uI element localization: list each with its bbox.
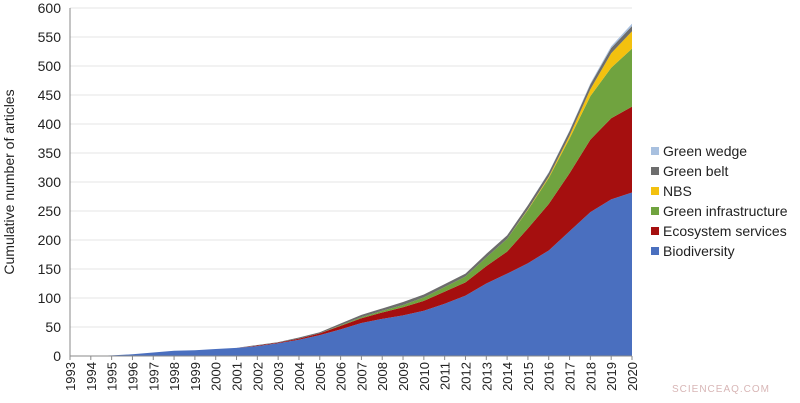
legend-label-green-belt: Green belt xyxy=(663,163,728,179)
x-tick-label: 1994 xyxy=(84,362,99,391)
x-tick-label: 2011 xyxy=(438,362,453,390)
x-tick-label: 2017 xyxy=(563,362,578,391)
y-axis-label: Cumulative number of articles xyxy=(1,89,17,274)
x-tick-label: 2003 xyxy=(271,362,286,391)
y-tick-label: 300 xyxy=(38,174,62,190)
x-tick-label: 1993 xyxy=(63,362,78,391)
axes xyxy=(69,8,632,357)
y-tick-label: 600 xyxy=(38,0,62,16)
x-tick-label: 2000 xyxy=(209,362,224,391)
legend-label-ecosystem-services: Ecosystem services xyxy=(663,223,787,239)
x-tick-label: 2005 xyxy=(313,362,328,391)
y-tick-label: 250 xyxy=(38,203,62,219)
x-tick-label: 1995 xyxy=(105,362,120,391)
y-tick-label: 100 xyxy=(38,290,62,306)
x-tick-label: 1996 xyxy=(125,362,140,391)
x-tick-labels: 1993 1994 1995 1996 1997 1998 1999 2000 2001 2002… xyxy=(63,356,640,391)
x-tick-label: 1998 xyxy=(167,362,182,391)
y-tick-label: 500 xyxy=(38,58,62,74)
y-tick-label: 450 xyxy=(38,87,62,103)
legend-label-biodiversity: Biodiversity xyxy=(663,243,735,259)
grid-lines xyxy=(70,7,632,357)
area-biodiversity xyxy=(70,192,632,356)
y-tick-label: 50 xyxy=(45,319,61,335)
x-tick-label: 2014 xyxy=(500,362,515,391)
x-tick-label: 2010 xyxy=(417,362,432,391)
legend-swatch-green-infrastructure xyxy=(651,207,659,215)
x-tick-label: 2008 xyxy=(375,362,390,391)
x-tick-label: 2004 xyxy=(292,362,307,391)
x-tick-label: 2016 xyxy=(542,362,557,391)
legend-swatch-green-belt xyxy=(651,167,659,175)
x-tick-label: 2001 xyxy=(230,362,245,391)
y-tick-label: 550 xyxy=(38,29,62,45)
legend-swatch-biodiversity xyxy=(651,247,659,255)
x-tick-label: 2013 xyxy=(479,362,494,391)
x-tick-label: 2015 xyxy=(521,362,536,391)
y-tick-label: 200 xyxy=(38,232,62,248)
x-tick-label: 2012 xyxy=(458,362,473,391)
legend: Green wedge Green belt NBS Green infrastruc… xyxy=(651,143,788,259)
y-tick-label: 0 xyxy=(53,348,61,364)
legend-label-green-infrastructure: Green infrastructure xyxy=(663,203,788,219)
y-tick-label: 150 xyxy=(38,261,62,277)
x-tick-label: 1997 xyxy=(146,362,161,391)
y-tick-label: 400 xyxy=(38,116,62,132)
y-tick-labels: 0 50 100 150 200 250 300 350 400 450 500 550 600 xyxy=(38,0,62,364)
x-tick-label: 2009 xyxy=(396,362,411,391)
x-tick-label: 2006 xyxy=(334,362,349,391)
x-tick-label: 1999 xyxy=(188,362,203,391)
legend-swatch-green-wedge xyxy=(651,147,659,155)
watermark: SCIENCEAQ.COM xyxy=(671,384,770,395)
x-tick-label: 2018 xyxy=(583,362,598,391)
area-series xyxy=(70,23,632,356)
legend-label-nbs: NBS xyxy=(663,183,692,199)
legend-label-green-wedge: Green wedge xyxy=(663,143,747,159)
x-tick-label: 2020 xyxy=(625,362,640,391)
legend-swatch-ecosystem-services xyxy=(651,227,659,235)
y-tick-label: 350 xyxy=(38,145,62,161)
x-tick-label: 2002 xyxy=(250,362,265,391)
x-tick-label: 2007 xyxy=(354,362,369,391)
legend-swatch-nbs xyxy=(651,187,659,195)
x-tick-label: 2019 xyxy=(604,362,619,391)
